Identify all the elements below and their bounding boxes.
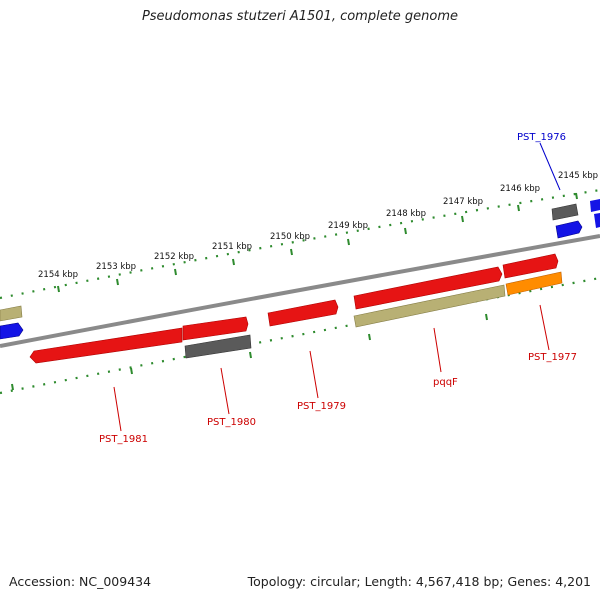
gene-arrow-pst1977[interactable]: [502, 253, 559, 279]
tick-label: 2150 kbp: [270, 232, 310, 242]
forward-features: [182, 213, 600, 341]
accession-text: Accession: NC_009434: [9, 574, 152, 589]
tick-label: 2147 kbp: [443, 197, 483, 207]
gene-label-pst1981[interactable]: PST_1981: [99, 434, 148, 445]
blue-feature-left: [0, 322, 24, 340]
inner-tick-track: [0, 276, 600, 395]
gene-label-pst1976[interactable]: PST_1976: [517, 132, 566, 143]
tick-label: 2145 kbp: [558, 171, 598, 181]
gene-arrow-pst1979[interactable]: [267, 299, 339, 327]
reverse-features: [0, 199, 600, 364]
tick-label: 2146 kbp: [500, 184, 540, 194]
tick-label: 2149 kbp: [328, 221, 368, 231]
gene-arrow-pst1981[interactable]: [29, 327, 183, 364]
gene-arrow-pst1980-upper[interactable]: [182, 316, 249, 341]
gene-arrow-pst1976[interactable]: [555, 220, 583, 239]
gene-label-pst1980[interactable]: PST_1980: [207, 417, 256, 428]
major-ticks: [11, 192, 578, 391]
olive-feature-arrow: [353, 284, 506, 328]
gray-feature-upper: [551, 203, 579, 221]
gene-label-pst1979[interactable]: PST_1979: [297, 401, 346, 412]
partial-right-upper: [590, 199, 600, 212]
tick-label: 2154 kbp: [38, 270, 78, 280]
gene-arrow-partial-right: [594, 213, 600, 228]
genome-summary-text: Topology: circular; Length: 4,567,418 bp…: [247, 574, 591, 589]
gene-label-pqqf[interactable]: pqqF: [433, 377, 458, 388]
label-leaders: [113, 142, 561, 432]
gene-arrow-pqqf[interactable]: [353, 266, 503, 310]
tick-label: 2153 kbp: [96, 262, 136, 272]
gray-feature-arrow: [184, 334, 252, 359]
gene-labels: PST_1976 PST_1977 pqqF PST_1979 PST_1980…: [99, 132, 577, 445]
genome-backbone: [0, 234, 600, 348]
tick-label: 2148 kbp: [386, 209, 426, 219]
olive-feature-left: [0, 305, 23, 322]
tick-label: 2151 kbp: [212, 242, 252, 252]
gene-label-pst1977[interactable]: PST_1977: [528, 352, 577, 363]
map-title: Pseudomonas stutzeri A1501, complete gen…: [141, 9, 459, 24]
outer-tick-track: [0, 188, 600, 300]
tick-labels: 2154 kbp 2153 kbp 2152 kbp 2151 kbp 2150…: [38, 171, 598, 280]
orange-feature-arrow: [505, 271, 563, 296]
tick-label: 2152 kbp: [154, 252, 194, 262]
